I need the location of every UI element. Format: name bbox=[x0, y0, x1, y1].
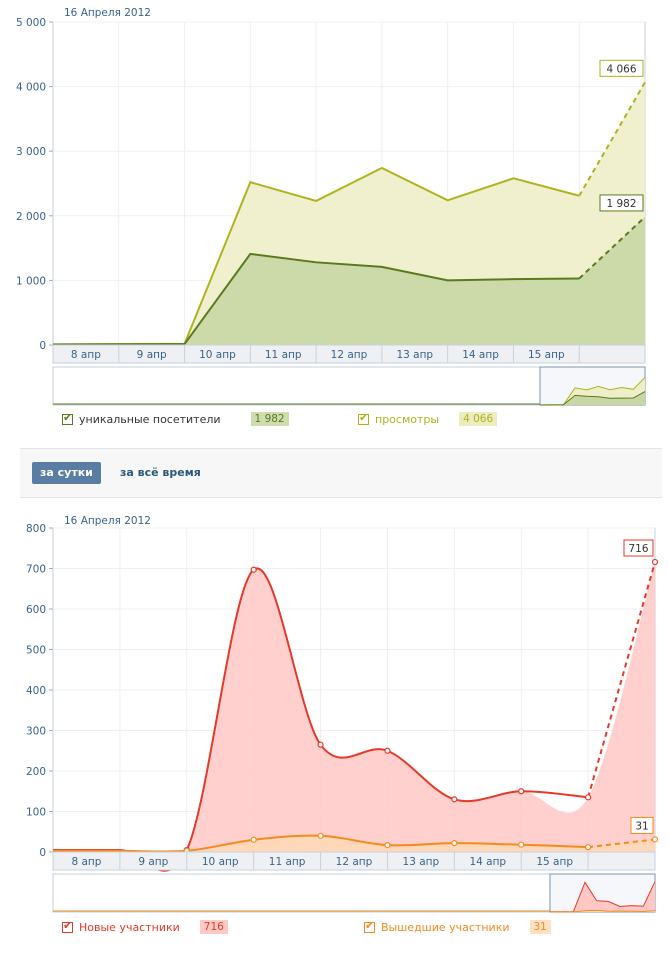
label-text: 1 982 bbox=[606, 198, 636, 210]
data-point bbox=[384, 842, 391, 849]
overview-line bbox=[539, 391, 646, 406]
tab-all-time[interactable]: за всё время bbox=[120, 466, 201, 479]
x-tick-label: 14 апр bbox=[462, 349, 499, 361]
legend-new-members[interactable]: Новые участники 716 bbox=[62, 919, 228, 934]
data-point bbox=[651, 558, 659, 566]
label-text: 716 bbox=[628, 543, 648, 555]
y-tick-label: 300 bbox=[26, 726, 46, 738]
y-tick-label: 3 000 bbox=[16, 146, 46, 158]
label-box bbox=[630, 816, 654, 834]
data-point bbox=[250, 836, 257, 843]
y-tick-label: 1 000 bbox=[16, 275, 46, 287]
legend-label: Новые участники bbox=[79, 920, 180, 934]
label-box bbox=[599, 194, 644, 212]
y-tick-label: 4 000 bbox=[16, 82, 46, 94]
overview-area bbox=[550, 881, 655, 912]
x-tick-label: 9 апр bbox=[137, 349, 167, 361]
series-line-forecast bbox=[587, 561, 656, 798]
overview-line bbox=[550, 909, 656, 913]
data-point bbox=[651, 836, 659, 843]
legend-left-members[interactable]: Вышедшие участники 31 bbox=[364, 919, 551, 934]
x-tick-label: 12 апр bbox=[336, 856, 373, 868]
series-area bbox=[53, 835, 655, 852]
legend-value-badge: 1 982 bbox=[250, 412, 289, 426]
y-tick-label: 500 bbox=[26, 645, 46, 657]
legend-value-badge: 31 bbox=[529, 920, 551, 934]
chart-date-label: 16 Апреля 2012 bbox=[64, 7, 151, 19]
y-tick-label: 600 bbox=[26, 604, 46, 616]
data-point bbox=[518, 788, 525, 795]
y-tick-label: 0 bbox=[39, 847, 46, 859]
label-text: 4 066 bbox=[606, 63, 636, 75]
x-tick-label: 15 апр bbox=[528, 349, 565, 361]
data-point bbox=[317, 832, 324, 839]
x-tick-label: 14 апр bbox=[469, 856, 506, 868]
x-tick-label: 11 апр bbox=[265, 349, 302, 361]
x-tick-label: 12 апр bbox=[331, 349, 368, 361]
checkbox-icon[interactable] bbox=[364, 919, 375, 933]
legend-unique-visitors[interactable]: уникальные посетители 1 982 bbox=[62, 411, 289, 426]
series-line bbox=[52, 252, 580, 346]
tab-daily[interactable]: за сутки bbox=[32, 462, 101, 484]
x-tick-label: 9 апр bbox=[138, 856, 168, 868]
series-area bbox=[53, 216, 645, 345]
series-line-forecast bbox=[578, 81, 646, 197]
x-tick-label: 13 апр bbox=[403, 856, 440, 868]
x-tick-label: 15 апр bbox=[536, 856, 573, 868]
y-tick-label: 100 bbox=[26, 807, 46, 819]
y-tick-label: 400 bbox=[26, 685, 46, 697]
x-tick-label: 8 апр bbox=[71, 856, 101, 868]
data-point bbox=[384, 747, 391, 754]
data-point bbox=[585, 794, 592, 801]
data-point bbox=[317, 741, 324, 748]
members-chart: 16 Апреля 2012 0 100 200 300 400 500 600 700 800… bbox=[26, 515, 659, 913]
last-value-label: 1 982 bbox=[599, 194, 644, 212]
last-value-label: 716 bbox=[623, 539, 654, 557]
y-tick-label: 800 bbox=[26, 523, 46, 535]
x-tick-label: 11 апр bbox=[269, 856, 306, 868]
legend-label: Вышедшие участники bbox=[381, 920, 510, 934]
data-point bbox=[250, 566, 257, 573]
checkbox-icon[interactable] bbox=[358, 411, 369, 425]
checkbox-icon[interactable] bbox=[62, 411, 73, 425]
data-point bbox=[451, 796, 458, 803]
visitors-chart: 16 Апреля 2012 0 1 000 2 000 3 000 4 000 5 00… bbox=[16, 7, 646, 406]
x-tick-label: 13 апр bbox=[396, 349, 433, 361]
overview-area bbox=[540, 391, 645, 405]
x-tick-label: 10 апр bbox=[202, 856, 239, 868]
period-tabs: за сутки за всё время bbox=[20, 448, 662, 498]
x-axis-band bbox=[52, 344, 646, 364]
x-axis-band bbox=[52, 851, 656, 871]
y-tick-label: 2 000 bbox=[16, 211, 46, 223]
legend-label: просмотры bbox=[375, 412, 440, 426]
data-point bbox=[585, 844, 592, 851]
label-box bbox=[623, 539, 654, 557]
last-value-label: 4 066 bbox=[599, 59, 644, 77]
y-tick-label: 5 000 bbox=[16, 17, 46, 29]
legend-label: уникальные посетители bbox=[79, 412, 221, 426]
y-tick-label: 200 bbox=[26, 766, 46, 778]
chart-date-label: 16 Апреля 2012 bbox=[64, 515, 151, 527]
series-line-forecast bbox=[587, 838, 656, 849]
label-box bbox=[599, 59, 644, 77]
data-point bbox=[518, 841, 525, 848]
checkbox-icon[interactable] bbox=[62, 919, 73, 933]
x-tick-label: 10 апр bbox=[199, 349, 236, 361]
legend-views[interactable]: просмотры 4 066 bbox=[358, 411, 498, 426]
series-line-forecast bbox=[578, 216, 646, 280]
legend-value-badge: 716 bbox=[199, 920, 228, 934]
y-tick-label: 700 bbox=[26, 564, 46, 576]
last-value-label: 31 bbox=[630, 816, 654, 834]
x-tick-label: 8 апр bbox=[71, 349, 101, 361]
label-text: 31 bbox=[635, 820, 648, 832]
legend-value-badge: 4 066 bbox=[459, 412, 498, 426]
data-point bbox=[451, 839, 458, 847]
y-tick-label: 0 bbox=[39, 340, 46, 352]
